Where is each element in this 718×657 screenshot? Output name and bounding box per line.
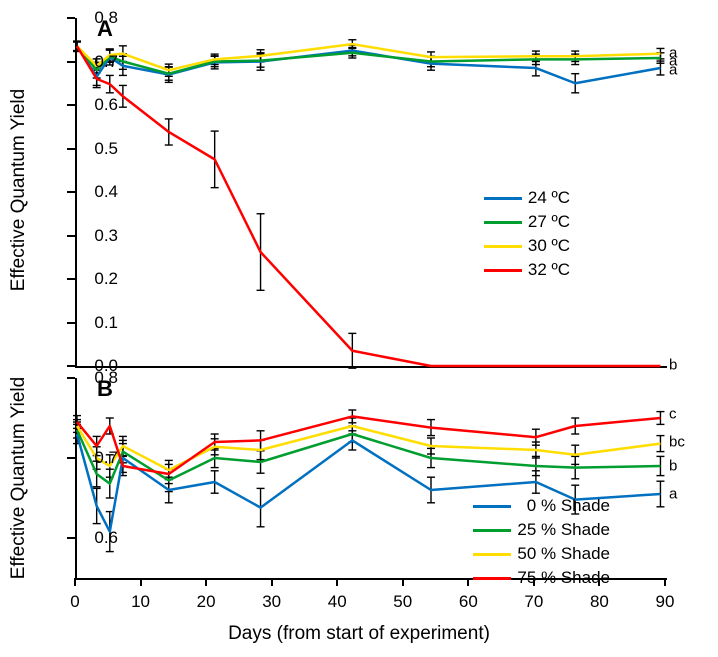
legend-label: 50 % Shade [517,544,610,564]
legend-item: 50 % Shade [473,542,610,566]
x-tick [533,578,535,586]
x-tick-label: 80 [590,592,609,612]
y-tick-label: 0.6 [78,528,118,548]
y-tick-label: 0.7 [78,448,118,468]
panel-b: B 0 % Shade25 % Shade50 % Shade75 % Shad… [75,378,665,578]
x-tick-label: 20 [197,592,216,612]
x-tick [402,578,404,586]
legend-label: 75 % Shade [517,568,610,588]
x-axis-label: Days (from start of experiment) [228,623,490,645]
y-tick-label: 0.5 [78,139,118,159]
legend-swatch [484,197,522,200]
y-tick [67,365,75,367]
y-tick [67,191,75,193]
legend-label: 25 % Shade [517,520,610,540]
y-tick [67,17,75,19]
y-tick [67,457,75,459]
legend-item: 25 % Shade [473,518,610,542]
x-tick-label: 90 [656,592,675,612]
legend-item: 27 ºC [484,210,570,234]
y-tick [67,537,75,539]
legend-swatch [484,245,522,248]
figure-container: Effective Quantum Yield Effective Quantu… [0,0,718,657]
legend-item: 0 % Shade [473,494,610,518]
legend-swatch [484,221,522,224]
x-tick [467,578,469,586]
y-tick [67,377,75,379]
x-tick [271,578,273,586]
legend-label: 24 ºC [528,188,570,208]
y-tick [67,148,75,150]
x-tick-label: 0 [70,592,79,612]
significance-letter: a [669,62,677,79]
y-tick-label: 0.2 [78,269,118,289]
y-tick-label: 0.3 [78,226,118,246]
legend-item: 24 ºC [484,186,570,210]
legend-label: 0 % Shade [517,496,610,516]
x-tick [336,578,338,586]
panel-a-legend: 24 ºC 27 ºC 30 ºC 32 ºC [484,186,570,282]
y-tick-label: 0.7 [78,52,118,72]
panel-a: A 24 ºC27 ºC30 ºC32 ºC [75,18,665,366]
legend-swatch [473,553,511,556]
panel-b-y-axis-label: Effective Quantum Yield [8,377,30,579]
legend-item: 32 ºC [484,258,570,282]
significance-letter: bc [669,434,685,451]
legend-swatch [473,529,511,532]
series-line [77,426,660,470]
y-tick [67,61,75,63]
panel-b-legend: 0 % Shade 25 % Shade 50 % Shade 75 % Shade [473,494,610,590]
x-tick [598,578,600,586]
x-tick-label: 60 [459,592,478,612]
legend-label: 30 ºC [528,236,570,256]
series-line [77,44,660,70]
y-tick-label: 0.4 [78,182,118,202]
legend-label: 27 ºC [528,212,570,232]
y-tick [67,235,75,237]
legend-swatch [473,577,511,580]
significance-letter: b [669,357,677,374]
legend-item: 30 ºC [484,234,570,258]
y-tick [67,322,75,324]
panel-a-y-axis-label: Effective Quantum Yield [8,89,30,291]
x-tick-label: 70 [524,592,543,612]
legend-swatch [484,269,522,272]
legend-swatch [473,505,511,508]
x-tick [140,578,142,586]
y-tick-label: 0.6 [78,95,118,115]
legend-label: 32 ºC [528,260,570,280]
significance-letter: c [669,406,677,423]
x-tick [205,578,207,586]
x-tick-label: 10 [131,592,150,612]
y-tick-label: 0.8 [78,368,118,388]
panel-a-svg [77,18,667,366]
panel-a-plot-area [75,18,667,368]
significance-letter: b [669,458,677,475]
y-tick-label: 0.1 [78,313,118,333]
y-tick-label: 0.8 [78,8,118,28]
y-tick [67,278,75,280]
legend-item: 75 % Shade [473,566,610,590]
significance-letter: a [669,486,677,503]
y-tick [67,104,75,106]
x-tick-label: 30 [262,592,281,612]
series-line [77,46,660,366]
x-tick-label: 40 [328,592,347,612]
x-tick [74,578,76,586]
x-tick [664,578,666,586]
x-tick-label: 50 [393,592,412,612]
